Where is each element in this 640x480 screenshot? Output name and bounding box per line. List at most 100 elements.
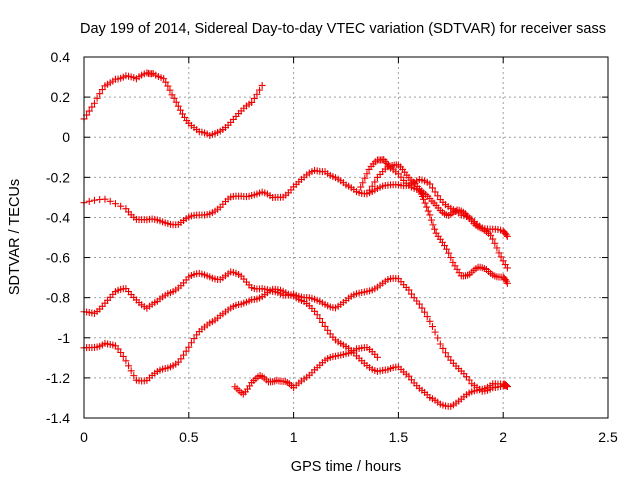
data-point [114,345,122,353]
data-point [166,86,174,94]
data-point [359,179,367,187]
data-point [426,211,434,219]
x-tick-label: 2.5 [598,429,618,445]
y-tick-label: -0.2 [46,169,70,185]
data-point [434,192,442,200]
data-point [431,188,439,196]
series-sat-g [231,344,381,398]
data-point [439,344,447,352]
data-point [316,314,324,322]
data-point [122,357,130,365]
data-point [88,103,96,111]
data-point [190,335,198,343]
series-sat-b [80,166,511,240]
data-point [451,262,459,270]
x-tick-label: 1.5 [389,429,409,445]
data-point [185,343,193,351]
data-point [503,383,511,391]
series-sat-d [363,163,511,287]
data-point [371,178,379,186]
data-point [101,195,109,203]
data-point [447,254,455,262]
data-point [415,300,423,308]
x-tick-label: 1 [290,429,298,445]
data-point [503,232,511,240]
data-point [428,323,436,331]
data-point [442,349,450,357]
data-point [182,347,190,355]
data-point [501,276,509,284]
data-point [443,245,451,253]
data-point [93,94,101,102]
data-point [465,376,473,384]
data-point [119,352,127,360]
data-point [321,322,329,330]
data-point [187,339,195,347]
data-points [80,69,511,410]
data-point [408,290,415,298]
series-sat-a [80,69,266,140]
data-point [125,362,133,370]
data-point [363,170,371,178]
data-point [177,355,185,363]
data-point [258,81,266,89]
data-point [426,180,434,188]
chart-title: Day 199 of 2014, Sidereal Day-to-day VTE… [80,21,606,37]
x-tick-label: 0.5 [179,429,199,445]
data-point [424,207,432,215]
data-point [361,174,369,182]
data-point [324,326,332,334]
data-point [90,196,98,204]
data-point [117,202,125,210]
data-point [421,199,429,207]
data-point [415,186,423,194]
data-point [491,239,499,247]
data-point [363,190,371,198]
data-point [248,98,256,106]
data-point [180,351,188,359]
y-tick-label: -1.4 [46,410,70,426]
data-point [96,90,104,98]
data-point [164,82,172,90]
data-point [502,381,510,389]
x-tick-label: 2 [499,429,507,445]
plot-frame [83,56,609,419]
data-point [431,328,439,336]
data-point [85,107,93,115]
data-point [318,318,326,326]
data-point [499,257,507,265]
data-point [405,372,413,380]
data-point [168,91,176,99]
data-point [85,197,93,205]
data-point [170,94,178,102]
data-point [421,308,429,316]
data-point [176,106,184,114]
data-point [426,317,434,325]
data-point [373,353,381,361]
data-point [366,186,374,194]
data-point [495,249,503,257]
data-point [431,225,439,233]
y-tick-label: -0.6 [46,250,70,266]
data-point [111,200,119,208]
data-point [90,99,98,107]
y-tick-label: -0.4 [46,209,70,225]
y-tick-label: 0.4 [51,49,71,65]
y-tick-label: -1.2 [46,370,70,386]
data-point [162,78,170,86]
data-point [405,286,413,294]
y-tick-label: 0.2 [51,89,71,105]
data-point [98,86,106,94]
data-point [503,279,511,287]
data-point [250,94,258,102]
data-point [418,304,426,312]
data-point [174,102,182,110]
data-point [160,75,168,83]
data-point [253,90,261,98]
data-point [487,231,495,239]
data-point [429,221,437,229]
x-tick-label: 0 [80,429,88,445]
data-point [423,313,431,321]
data-point [502,231,510,239]
